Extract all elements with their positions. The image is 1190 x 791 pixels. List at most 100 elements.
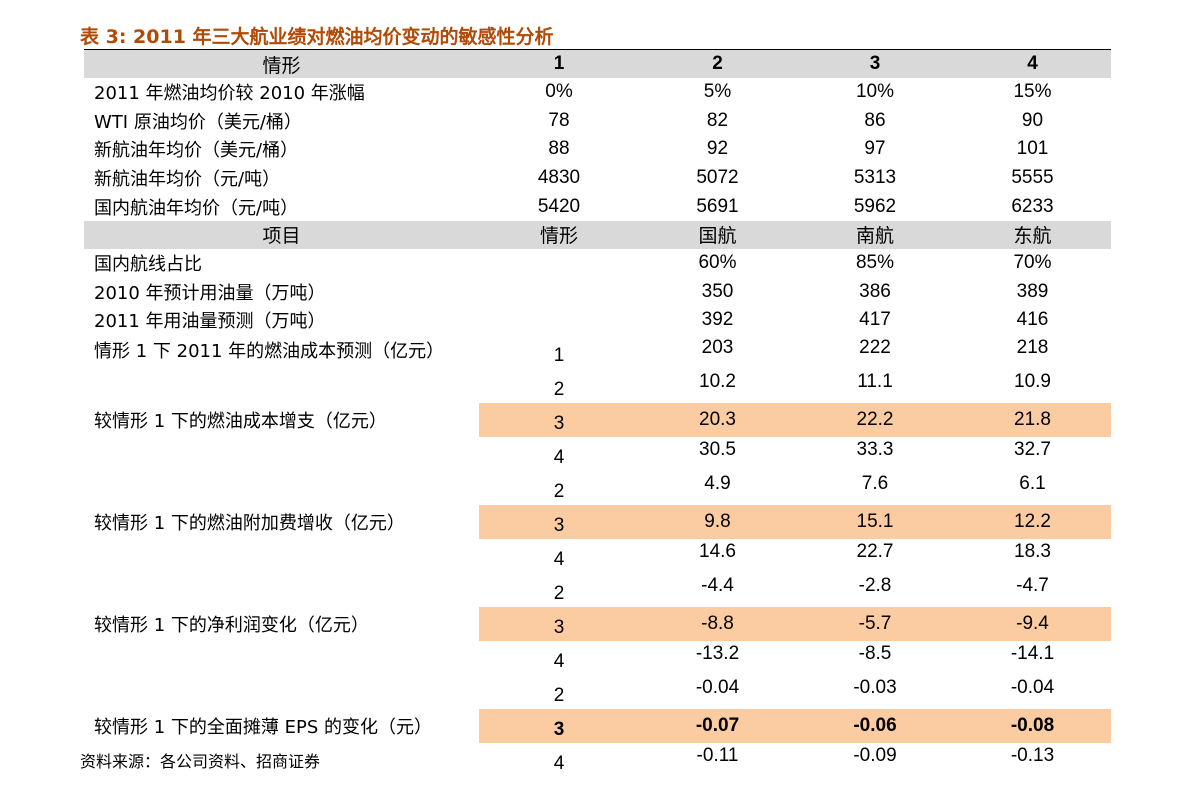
table-cell: -5.7 — [796, 606, 954, 641]
table-row: 国内航油年均价（元/吨） 5420 5691 5962 6233 — [84, 192, 1111, 221]
table-cell — [479, 249, 639, 278]
scenario-cell: 3 — [479, 708, 639, 743]
table-cell: 222 — [859, 336, 891, 358]
scenario-cell: 4 — [553, 446, 565, 468]
group-label: 较情形 1 下的燃油成本增支（亿元） — [94, 410, 387, 432]
table-row: 情形 1 下 2011 年的燃油成本预测（亿元） 1 203 222 218 — [84, 335, 1111, 369]
table-cell: 203 — [701, 336, 734, 358]
row-label: WTI 原油均价（美元/桶） — [94, 111, 302, 133]
table-row: 较情形 1 下的全面摊薄 EPS 的变化（元） 2 -0.04 -0.03 -0… — [84, 675, 1111, 738]
table-cell: -14.1 — [1010, 642, 1055, 664]
airline-header-row: 项目 情形 国航 南航 东航 — [84, 220, 1111, 249]
table-cell: 32.7 — [1014, 438, 1051, 460]
table-cell: 5691 — [696, 195, 739, 217]
table-row: 4 -0.11 -0.09 -0.13 — [84, 743, 1111, 777]
row-label: 2011 年用油量预测（万吨） — [94, 311, 326, 333]
table-row: 4 30.5 33.3 32.7 — [84, 437, 1111, 471]
row-label: 情形 1 下 2011 年的燃油成本预测（亿元） — [94, 340, 445, 362]
scenario-cell: 3 — [479, 606, 639, 641]
row-label: 新航油年均价（美元/桶） — [94, 140, 299, 162]
table-row: 4 14.6 22.7 18.3 — [84, 539, 1111, 573]
table-cell: 70% — [1013, 252, 1052, 274]
table-cell: 22.2 — [796, 402, 954, 437]
scenario-cell: 2 — [553, 684, 565, 706]
table-cell: 6.1 — [1019, 472, 1046, 494]
table-cell: -8.5 — [858, 642, 892, 664]
table-row: 2011 年燃油均价较 2010 年涨幅 0% 5% 10% 15% — [84, 78, 1111, 107]
table-row: 4 -13.2 -8.5 -14.1 — [84, 641, 1111, 675]
table-row-highlighted: 3 -0.07 -0.06 -0.08 — [84, 708, 1111, 743]
row-label: 国内航线占比 — [94, 254, 202, 276]
table-cell: -0.04 — [1010, 676, 1055, 698]
table-row: 2011 年用油量预测（万吨） 392 417 416 — [84, 306, 1111, 335]
header-cell: 东航 — [954, 220, 1111, 249]
table-cell: 417 — [859, 309, 891, 331]
table-cell: 4830 — [537, 167, 581, 189]
header-cell: 1 — [479, 50, 639, 78]
table-row-highlighted: 3 20.3 22.2 21.8 — [84, 402, 1111, 437]
header-cell: 国航 — [639, 220, 796, 249]
table-row: 新航油年均价（元/吨） 4830 5072 5313 5555 — [84, 164, 1111, 193]
table-row: 2010 年预计用油量（万吨） 350 386 389 — [84, 278, 1111, 307]
table-cell: 10.2 — [699, 370, 736, 392]
table-cell: 88 — [548, 138, 570, 160]
table-row: WTI 原油均价（美元/桶） 78 82 86 90 — [84, 107, 1111, 136]
table-cell: 60% — [698, 252, 737, 274]
scenario-cell: 4 — [553, 650, 565, 672]
table-cell: -8.8 — [639, 606, 796, 641]
table-cell: 22.7 — [856, 540, 894, 562]
table-cell: 33.3 — [856, 438, 894, 460]
table-cell: 5555 — [1011, 167, 1054, 189]
table-cell: 6233 — [1011, 195, 1054, 217]
table-cell: -4.7 — [1016, 574, 1049, 596]
table-cell: 15.1 — [796, 504, 954, 539]
scenario-cell: 2 — [553, 480, 565, 502]
header-cell: 情形 — [479, 220, 639, 249]
group-label: 较情形 1 下的全面摊薄 EPS 的变化（元） — [94, 716, 432, 738]
row-label: 2011 年燃油均价较 2010 年涨幅 — [94, 83, 365, 105]
scenario-cell: 4 — [553, 752, 565, 774]
table-cell: 14.6 — [699, 540, 736, 562]
table-cell: 4.9 — [704, 472, 731, 494]
header-cell: 2 — [639, 50, 796, 78]
table-cell — [479, 306, 639, 335]
table-row: 新航油年均价（美元/桶） 88 92 97 101 — [84, 135, 1111, 164]
row-label: 新航油年均价（元/吨） — [94, 169, 281, 191]
table-cell: 416 — [1016, 309, 1049, 331]
header-cell: 南航 — [796, 220, 954, 249]
table-cell: 12.2 — [954, 504, 1111, 539]
table-cell — [479, 278, 639, 307]
group-label: 较情形 1 下的燃油附加费增收（亿元） — [94, 512, 405, 534]
table-cell: 5962 — [853, 195, 897, 217]
table-cell: 9.8 — [639, 504, 796, 539]
header-cell: 3 — [796, 50, 954, 78]
table-cell: 0% — [545, 81, 573, 103]
table-cell: 11.1 — [857, 370, 893, 392]
table-row-highlighted: 3 -8.8 -5.7 -9.4 — [84, 606, 1111, 641]
table-cell: 86 — [864, 109, 886, 131]
table-row: 较情形 1 下的净利润变化（亿元） 2 -4.4 -2.8 -4.7 — [84, 573, 1111, 636]
row-label: 2010 年预计用油量（万吨） — [94, 282, 326, 304]
table-row: 国内航线占比 60% 85% 70% — [84, 249, 1111, 278]
table-cell: -13.2 — [695, 642, 740, 664]
table-cell: 92 — [706, 138, 729, 160]
table-cell: 218 — [1016, 336, 1049, 358]
table-cell: -0.07 — [639, 708, 796, 743]
table-cell: -4.4 — [701, 574, 734, 596]
table-cell: -0.08 — [954, 708, 1111, 743]
table-cell: 78 — [548, 109, 570, 131]
table-cell: -9.4 — [954, 606, 1111, 641]
table-cell: 5420 — [537, 195, 581, 217]
table-cell: 15% — [1013, 81, 1052, 103]
table-cell: 90 — [1021, 109, 1044, 131]
table-row: 较情形 1 下的燃油成本增支（亿元） 2 10.2 11.1 10.9 — [84, 369, 1111, 432]
table-cell: -0.04 — [695, 676, 740, 698]
table-cell: 30.5 — [699, 438, 736, 460]
table-cell: -0.13 — [1010, 744, 1055, 766]
table-cell: 85% — [855, 252, 895, 274]
header-cell: 项目 — [84, 220, 479, 249]
table-cell: -0.09 — [853, 744, 897, 766]
table-cell: 21.8 — [954, 402, 1111, 437]
table-cell: -0.11 — [696, 744, 739, 766]
table-cell: 5072 — [696, 167, 739, 189]
